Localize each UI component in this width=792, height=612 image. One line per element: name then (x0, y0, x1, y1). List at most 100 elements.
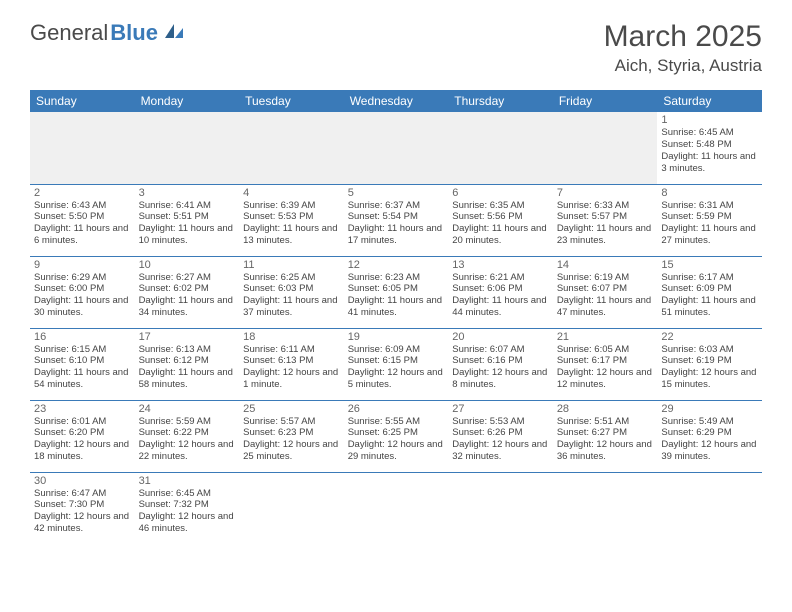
weekday-header: Wednesday (344, 90, 449, 112)
calendar-cell: 12Sunrise: 6:23 AMSunset: 6:05 PMDayligh… (344, 256, 449, 328)
day-number: 26 (348, 403, 445, 415)
day-number: 23 (34, 403, 131, 415)
logo-sail-icon (163, 20, 185, 46)
day-number: 7 (557, 187, 654, 199)
day-number: 9 (34, 259, 131, 271)
day-details: Sunrise: 6:25 AMSunset: 6:03 PMDaylight:… (243, 272, 340, 320)
day-number: 16 (34, 331, 131, 343)
calendar-cell: 23Sunrise: 6:01 AMSunset: 6:20 PMDayligh… (30, 400, 135, 472)
day-details: Sunrise: 6:39 AMSunset: 5:53 PMDaylight:… (243, 200, 340, 248)
day-number: 8 (661, 187, 758, 199)
day-details: Sunrise: 6:35 AMSunset: 5:56 PMDaylight:… (452, 200, 549, 248)
weekday-header: Sunday (30, 90, 135, 112)
day-number: 21 (557, 331, 654, 343)
calendar-cell: 25Sunrise: 5:57 AMSunset: 6:23 PMDayligh… (239, 400, 344, 472)
day-number: 13 (452, 259, 549, 271)
weekday-header: Thursday (448, 90, 553, 112)
day-details: Sunrise: 6:31 AMSunset: 5:59 PMDaylight:… (661, 200, 758, 248)
weekday-header: Monday (135, 90, 240, 112)
calendar-cell (553, 112, 658, 184)
day-details: Sunrise: 6:27 AMSunset: 6:02 PMDaylight:… (139, 272, 236, 320)
day-number: 4 (243, 187, 340, 199)
day-number: 29 (661, 403, 758, 415)
calendar-cell (448, 472, 553, 544)
calendar-cell: 26Sunrise: 5:55 AMSunset: 6:25 PMDayligh… (344, 400, 449, 472)
calendar-cell: 28Sunrise: 5:51 AMSunset: 6:27 PMDayligh… (553, 400, 658, 472)
day-number: 18 (243, 331, 340, 343)
calendar-cell (553, 472, 658, 544)
calendar-body: 1Sunrise: 6:45 AMSunset: 5:48 PMDaylight… (30, 112, 762, 544)
day-details: Sunrise: 6:05 AMSunset: 6:17 PMDaylight:… (557, 344, 654, 392)
calendar-week: 1Sunrise: 6:45 AMSunset: 5:48 PMDaylight… (30, 112, 762, 184)
calendar-cell: 6Sunrise: 6:35 AMSunset: 5:56 PMDaylight… (448, 184, 553, 256)
day-number: 15 (661, 259, 758, 271)
day-details: Sunrise: 6:45 AMSunset: 7:32 PMDaylight:… (139, 488, 236, 536)
day-details: Sunrise: 6:17 AMSunset: 6:09 PMDaylight:… (661, 272, 758, 320)
day-details: Sunrise: 6:19 AMSunset: 6:07 PMDaylight:… (557, 272, 654, 320)
day-details: Sunrise: 6:23 AMSunset: 6:05 PMDaylight:… (348, 272, 445, 320)
day-details: Sunrise: 6:21 AMSunset: 6:06 PMDaylight:… (452, 272, 549, 320)
calendar-cell: 11Sunrise: 6:25 AMSunset: 6:03 PMDayligh… (239, 256, 344, 328)
calendar-cell: 1Sunrise: 6:45 AMSunset: 5:48 PMDaylight… (657, 112, 762, 184)
day-details: Sunrise: 6:07 AMSunset: 6:16 PMDaylight:… (452, 344, 549, 392)
day-number: 19 (348, 331, 445, 343)
calendar-cell (239, 472, 344, 544)
calendar-cell: 14Sunrise: 6:19 AMSunset: 6:07 PMDayligh… (553, 256, 658, 328)
calendar-cell (135, 112, 240, 184)
calendar-cell: 19Sunrise: 6:09 AMSunset: 6:15 PMDayligh… (344, 328, 449, 400)
day-details: Sunrise: 6:03 AMSunset: 6:19 PMDaylight:… (661, 344, 758, 392)
day-details: Sunrise: 6:33 AMSunset: 5:57 PMDaylight:… (557, 200, 654, 248)
page-header: GeneralBlue March 2025 Aich, Styria, Aus… (0, 0, 792, 84)
calendar-cell (344, 472, 449, 544)
calendar-cell (30, 112, 135, 184)
day-details: Sunrise: 6:47 AMSunset: 7:30 PMDaylight:… (34, 488, 131, 536)
calendar-cell: 10Sunrise: 6:27 AMSunset: 6:02 PMDayligh… (135, 256, 240, 328)
day-number: 31 (139, 475, 236, 487)
day-details: Sunrise: 5:59 AMSunset: 6:22 PMDaylight:… (139, 416, 236, 464)
calendar-cell: 7Sunrise: 6:33 AMSunset: 5:57 PMDaylight… (553, 184, 658, 256)
day-number: 6 (452, 187, 549, 199)
calendar-week: 30Sunrise: 6:47 AMSunset: 7:30 PMDayligh… (30, 472, 762, 544)
day-number: 1 (661, 114, 758, 126)
calendar-cell: 16Sunrise: 6:15 AMSunset: 6:10 PMDayligh… (30, 328, 135, 400)
day-number: 22 (661, 331, 758, 343)
calendar-cell: 29Sunrise: 5:49 AMSunset: 6:29 PMDayligh… (657, 400, 762, 472)
calendar-cell (239, 112, 344, 184)
calendar-cell: 21Sunrise: 6:05 AMSunset: 6:17 PMDayligh… (553, 328, 658, 400)
location-text: Aich, Styria, Austria (604, 56, 762, 76)
day-details: Sunrise: 5:57 AMSunset: 6:23 PMDaylight:… (243, 416, 340, 464)
weekday-header: Friday (553, 90, 658, 112)
day-details: Sunrise: 6:15 AMSunset: 6:10 PMDaylight:… (34, 344, 131, 392)
day-number: 17 (139, 331, 236, 343)
day-details: Sunrise: 5:51 AMSunset: 6:27 PMDaylight:… (557, 416, 654, 464)
day-number: 5 (348, 187, 445, 199)
calendar-cell: 4Sunrise: 6:39 AMSunset: 5:53 PMDaylight… (239, 184, 344, 256)
day-number: 3 (139, 187, 236, 199)
calendar-cell: 22Sunrise: 6:03 AMSunset: 6:19 PMDayligh… (657, 328, 762, 400)
calendar-cell: 2Sunrise: 6:43 AMSunset: 5:50 PMDaylight… (30, 184, 135, 256)
day-details: Sunrise: 6:37 AMSunset: 5:54 PMDaylight:… (348, 200, 445, 248)
calendar-cell (657, 472, 762, 544)
day-number: 14 (557, 259, 654, 271)
logo-text-2: Blue (110, 20, 158, 46)
calendar-cell: 8Sunrise: 6:31 AMSunset: 5:59 PMDaylight… (657, 184, 762, 256)
day-number: 30 (34, 475, 131, 487)
calendar-cell: 17Sunrise: 6:13 AMSunset: 6:12 PMDayligh… (135, 328, 240, 400)
day-details: Sunrise: 6:13 AMSunset: 6:12 PMDaylight:… (139, 344, 236, 392)
day-details: Sunrise: 5:53 AMSunset: 6:26 PMDaylight:… (452, 416, 549, 464)
calendar-cell: 31Sunrise: 6:45 AMSunset: 7:32 PMDayligh… (135, 472, 240, 544)
calendar-cell: 30Sunrise: 6:47 AMSunset: 7:30 PMDayligh… (30, 472, 135, 544)
day-number: 12 (348, 259, 445, 271)
day-details: Sunrise: 6:09 AMSunset: 6:15 PMDaylight:… (348, 344, 445, 392)
calendar-cell (448, 112, 553, 184)
day-number: 11 (243, 259, 340, 271)
day-number: 24 (139, 403, 236, 415)
calendar-cell (344, 112, 449, 184)
calendar-week: 16Sunrise: 6:15 AMSunset: 6:10 PMDayligh… (30, 328, 762, 400)
logo-text-1: General (30, 20, 108, 46)
day-number: 2 (34, 187, 131, 199)
weekday-header: Saturday (657, 90, 762, 112)
calendar-cell: 15Sunrise: 6:17 AMSunset: 6:09 PMDayligh… (657, 256, 762, 328)
calendar-week: 2Sunrise: 6:43 AMSunset: 5:50 PMDaylight… (30, 184, 762, 256)
calendar-head: SundayMondayTuesdayWednesdayThursdayFrid… (30, 90, 762, 112)
